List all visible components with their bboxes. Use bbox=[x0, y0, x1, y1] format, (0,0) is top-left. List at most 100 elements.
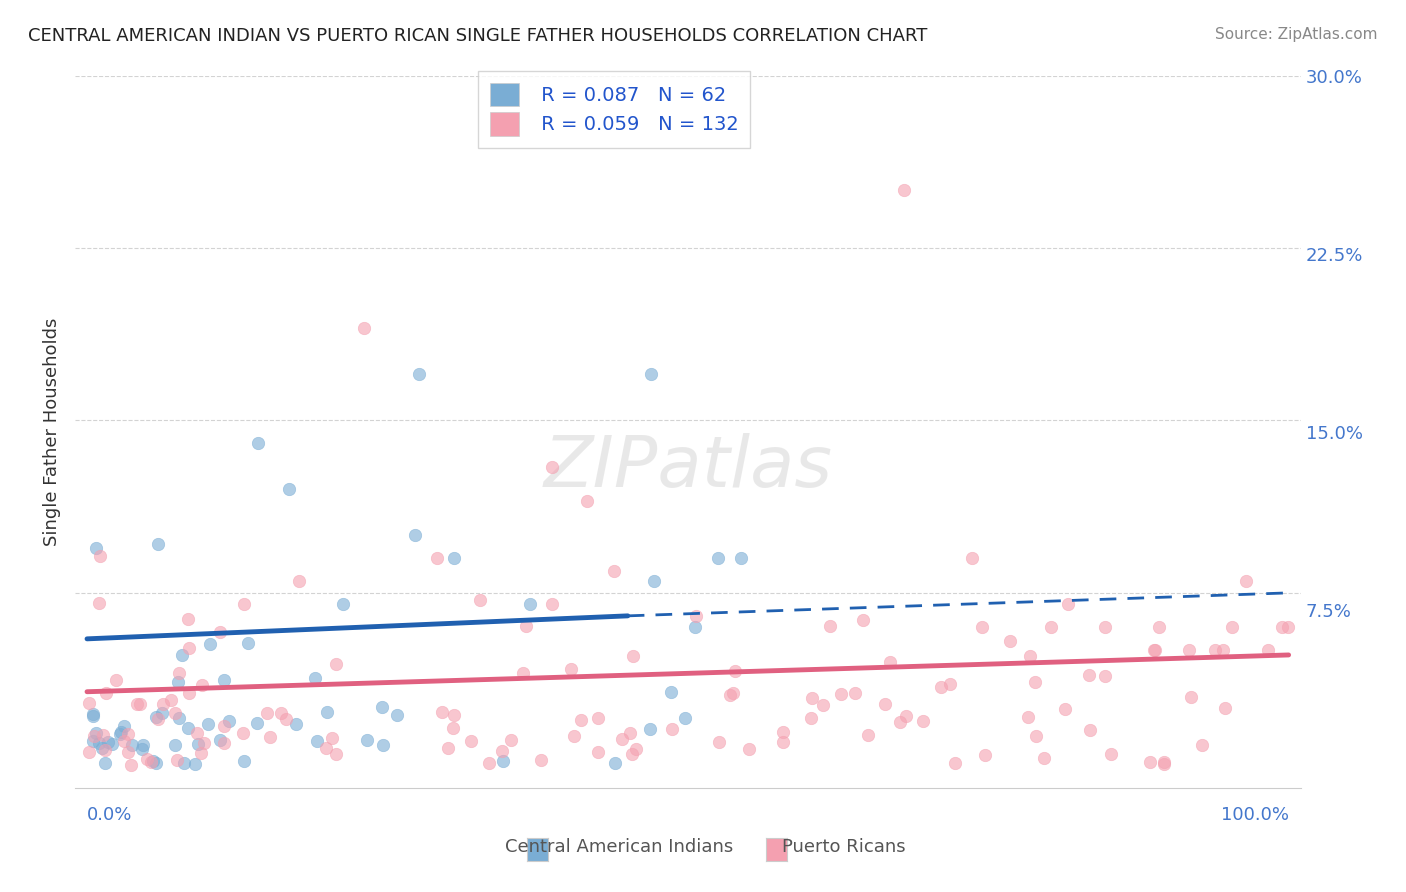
Point bbox=[530, 753, 553, 767]
Point bbox=[1234, 574, 1257, 589]
Point bbox=[321, 731, 343, 746]
Point bbox=[586, 745, 609, 759]
Point bbox=[131, 742, 153, 756]
Point bbox=[1078, 668, 1101, 682]
Point bbox=[852, 613, 875, 627]
Point bbox=[441, 721, 464, 735]
Point bbox=[1153, 757, 1175, 772]
Point bbox=[184, 756, 207, 771]
Point bbox=[478, 756, 501, 770]
Point bbox=[246, 716, 269, 731]
Point bbox=[492, 754, 515, 768]
Point bbox=[287, 574, 309, 589]
Point bbox=[1053, 702, 1076, 716]
Point bbox=[129, 698, 152, 712]
Point bbox=[285, 717, 308, 731]
Legend:  R = 0.087   N = 62,  R = 0.059   N = 132: R = 0.087 N = 62, R = 0.059 N = 132 bbox=[478, 71, 751, 147]
Point bbox=[911, 714, 934, 728]
Point bbox=[316, 705, 339, 719]
Point bbox=[893, 184, 915, 198]
Point bbox=[620, 747, 643, 761]
Point bbox=[1018, 648, 1040, 663]
Point bbox=[79, 745, 101, 759]
Point bbox=[1277, 620, 1299, 634]
Point bbox=[643, 574, 665, 589]
Point bbox=[560, 662, 582, 676]
Point bbox=[307, 734, 329, 748]
Point bbox=[150, 706, 173, 720]
Point bbox=[661, 723, 683, 737]
Point bbox=[437, 741, 460, 756]
Point bbox=[82, 734, 104, 748]
Point bbox=[179, 640, 201, 655]
Text: CENTRAL AMERICAN INDIAN VS PUERTO RICAN SINGLE FATHER HOUSEHOLDS CORRELATION CHA: CENTRAL AMERICAN INDIAN VS PUERTO RICAN … bbox=[28, 27, 928, 45]
Point bbox=[198, 637, 221, 651]
Point bbox=[93, 743, 115, 757]
Point bbox=[270, 706, 292, 720]
Point bbox=[136, 752, 159, 766]
Y-axis label: Single Father Households: Single Father Households bbox=[44, 318, 60, 546]
Text: Central American Indians: Central American Indians bbox=[505, 838, 733, 856]
Point bbox=[193, 736, 215, 750]
Point bbox=[233, 755, 256, 769]
Point bbox=[187, 737, 209, 751]
Point bbox=[889, 714, 911, 729]
Point bbox=[108, 727, 131, 741]
Point bbox=[236, 636, 259, 650]
Point bbox=[145, 710, 167, 724]
Point bbox=[621, 649, 644, 664]
Point bbox=[120, 758, 142, 772]
Point bbox=[1257, 643, 1279, 657]
Point bbox=[332, 598, 354, 612]
Point bbox=[707, 551, 730, 566]
Point bbox=[218, 714, 240, 729]
Point bbox=[576, 494, 599, 508]
Point bbox=[673, 711, 696, 725]
Point bbox=[259, 730, 281, 744]
Point bbox=[165, 706, 187, 720]
Point bbox=[894, 708, 917, 723]
Point bbox=[602, 564, 624, 578]
Point bbox=[176, 612, 198, 626]
Point bbox=[94, 756, 117, 770]
Point bbox=[515, 619, 537, 633]
Point bbox=[232, 598, 254, 612]
Point bbox=[1153, 755, 1175, 769]
Point bbox=[1220, 620, 1243, 634]
Point bbox=[718, 688, 741, 702]
Point bbox=[212, 736, 235, 750]
Point bbox=[1078, 723, 1101, 738]
Point bbox=[738, 741, 761, 756]
Point bbox=[856, 728, 879, 742]
Point bbox=[166, 753, 188, 767]
Point bbox=[844, 685, 866, 699]
Point bbox=[304, 671, 326, 685]
Point bbox=[152, 697, 174, 711]
Point bbox=[100, 737, 122, 751]
Point bbox=[190, 746, 212, 760]
Point bbox=[1178, 643, 1201, 657]
Text: 100.0%: 100.0% bbox=[1220, 806, 1289, 824]
Point bbox=[1025, 729, 1047, 743]
Text: Puerto Ricans: Puerto Ricans bbox=[782, 838, 905, 856]
Point bbox=[256, 706, 278, 721]
Point bbox=[586, 711, 609, 725]
Point bbox=[142, 754, 165, 768]
Point bbox=[929, 680, 952, 694]
Point bbox=[659, 685, 682, 699]
Point bbox=[460, 733, 482, 747]
Point bbox=[875, 697, 897, 711]
Point bbox=[165, 739, 187, 753]
Point bbox=[177, 686, 200, 700]
Point bbox=[945, 756, 967, 771]
Point bbox=[87, 596, 110, 610]
Point bbox=[470, 593, 492, 607]
Point bbox=[408, 368, 430, 382]
Point bbox=[173, 756, 195, 770]
Point bbox=[443, 551, 465, 566]
Point bbox=[605, 756, 627, 771]
Point bbox=[371, 700, 394, 714]
Text: ZIPatlas: ZIPatlas bbox=[543, 433, 832, 502]
Point bbox=[209, 624, 232, 639]
Point bbox=[83, 729, 105, 743]
